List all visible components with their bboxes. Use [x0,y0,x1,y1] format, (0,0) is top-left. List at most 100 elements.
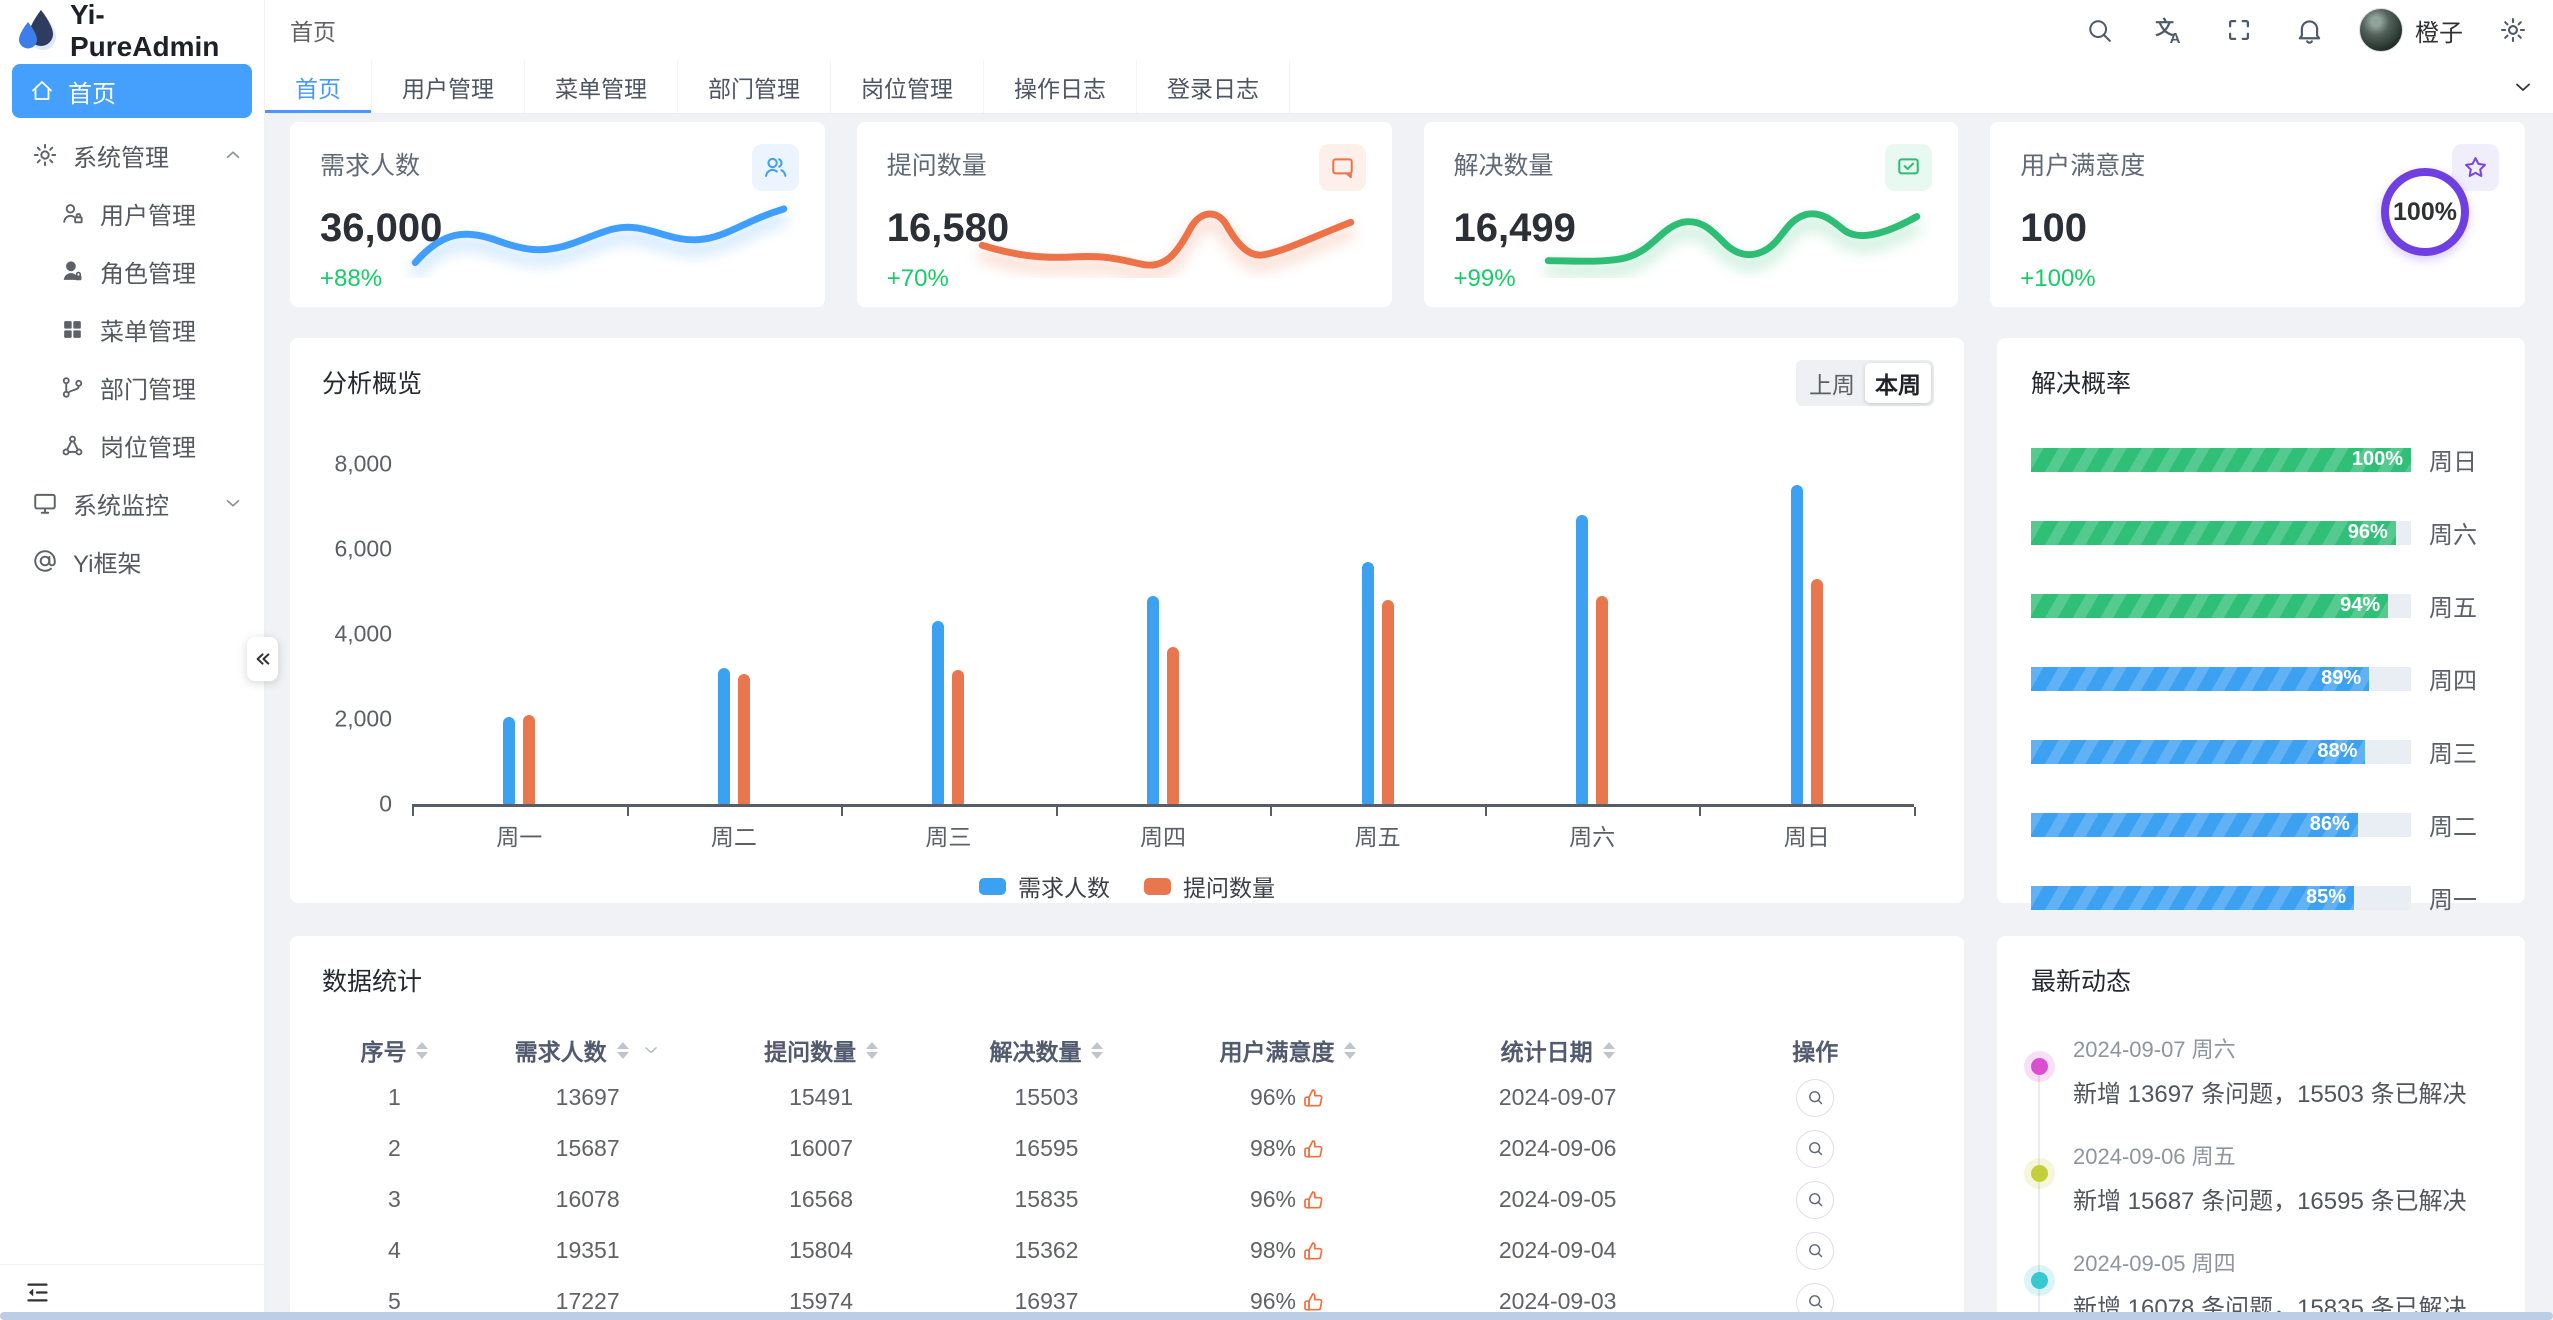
settings-gear-icon[interactable] [2493,10,2533,50]
sidebar-group-monitor[interactable]: 系统监控 [0,474,264,532]
sidebar-item-label: 岗位管理 [100,434,196,462]
x-axis-tick [1484,807,1487,816]
satisfaction-ring: 100% [2381,168,2469,256]
logo[interactable]: Yi-PureAdmin [0,0,264,62]
sidebar-subitem[interactable]: 岗位管理 [0,416,264,474]
filter-chevron-icon[interactable] [641,1040,661,1060]
timeline-title: 最新动态 [2031,968,2132,996]
timeline-text: 新增 15687 条问题，16595 条已解决 [2073,1188,2467,1215]
x-axis-tick [1914,807,1916,816]
tab-menu-chevron-icon[interactable] [2493,60,2553,113]
sidebar-collapse-pill[interactable] [247,637,278,681]
search-icon[interactable] [2079,10,2119,50]
timeline: 2024-09-07 周六 新增 13697 条问题，15503 条已解决 2024… [2031,1032,2491,1320]
fullscreen-icon[interactable] [2219,10,2259,50]
legend-swatch [1144,877,1171,895]
chart-bar [503,716,516,804]
bar-chart-plot: 0 2,000 4,000 6,000 8,000 周一 周二 周三 周四 周五 周六 周日 [334,451,1916,850]
chart-bar [1381,600,1394,804]
chart-bar [1810,578,1823,804]
solve-row: 89% 周四 [2031,661,2491,696]
table-cell: 15503 [1014,1084,1079,1110]
chart-title: 分析概览 [322,370,423,398]
at-icon [32,548,58,574]
week-toggle-button[interactable]: 上周 [1809,372,1855,398]
users-icon [762,154,789,181]
progress-track: 86% [2031,812,2411,837]
thumb-icon [1302,1188,1326,1212]
tab-item[interactable]: 用户管理 [372,60,525,113]
table-header-cell[interactable]: 解决数量 [934,1033,1159,1067]
table-cell-date: 2024-09-07 [1498,1084,1617,1110]
progress-fill: 94% [2031,593,2389,618]
sort-caret-icon[interactable] [1602,1041,1615,1059]
progress-percent: 94% [2340,594,2381,616]
table-cell-actions [1699,1231,1932,1270]
sidebar-subitem[interactable]: 用户管理 [0,184,264,242]
bar-group [1361,464,1394,804]
sidebar-group-gear[interactable]: 系统管理 [0,126,264,184]
table-cell: 15687 [555,1135,620,1161]
sidebar-group-at[interactable]: Yi框架 [0,532,264,590]
sort-caret-icon[interactable] [616,1041,629,1059]
sidebar-subitem[interactable]: 菜单管理 [0,300,264,358]
progress-fill: 86% [2031,812,2358,837]
sort-caret-icon[interactable] [866,1041,879,1059]
table-header-cell[interactable]: 提问数量 [708,1033,933,1067]
tab-item[interactable]: 岗位管理 [831,60,984,113]
tab-item[interactable]: 首页 [265,60,372,113]
row-view-button[interactable] [1796,1078,1835,1117]
legend-label: 提问数量 [1183,875,1275,901]
notification-bell-icon[interactable] [2289,10,2329,50]
table-cell: 15804 [789,1237,854,1263]
table-header-cell[interactable]: 用户满意度 [1159,1033,1417,1067]
row-view-button[interactable] [1796,1231,1835,1270]
sort-caret-icon[interactable] [1091,1041,1104,1059]
table-header-cell[interactable]: 需求人数 [467,1033,709,1067]
table-header-cell[interactable]: 序号 [322,1033,467,1067]
progress-percent: 96% [2347,521,2388,543]
timeline-date: 2024-09-05 周四 [2073,1251,2236,1276]
tab-item[interactable]: 菜单管理 [525,60,678,113]
sort-caret-icon[interactable] [1344,1041,1357,1059]
table-cell: 13697 [555,1084,620,1110]
grid-icon [60,317,85,342]
week-toggle-button[interactable]: 本周 [1865,363,1931,403]
table-cell-actions [1699,1180,1932,1219]
x-axis-tick [412,807,414,816]
chart-bar [932,621,945,804]
legend-item[interactable]: 需求人数 [979,869,1110,903]
data-table: 序号 需求人数 提问数量 解决数量 用户满意度 统计日期 操作 1 13697 15491 1550… [322,1028,1932,1320]
user-menu[interactable]: 橙子 [2359,8,2463,52]
tab-item[interactable]: 操作日志 [984,60,1137,113]
bar-group [1576,464,1609,804]
person-icon [60,259,85,284]
solve-row: 100% 周日 [2031,442,2491,477]
thumb-icon [1302,1239,1326,1263]
stat-card-icon-box [751,144,799,191]
progress-percent: 89% [2321,667,2362,689]
timeline-item: 2024-09-07 周六 新增 13697 条问题，15503 条已解决 [2031,1032,2491,1109]
magnifier-icon [1806,1139,1825,1158]
sort-caret-icon[interactable] [416,1041,429,1059]
sidebar-subitem[interactable]: 部门管理 [0,358,264,416]
row-view-button[interactable] [1796,1180,1835,1219]
row-view-button[interactable] [1796,1129,1835,1168]
table-header-cell[interactable]: 统计日期 [1417,1033,1699,1067]
chart-bar [1790,485,1803,804]
user-lock-icon [60,201,85,226]
table-row: 2 15687 16007 16595 98% 2024-09-06 [322,1123,1932,1174]
tab-item[interactable]: 部门管理 [678,60,831,113]
sidebar-subitem[interactable]: 角色管理 [0,242,264,300]
sparkline [402,182,797,283]
legend-item[interactable]: 提问数量 [1144,869,1275,903]
legend-label: 需求人数 [1018,875,1110,901]
tab-item[interactable]: 登录日志 [1137,60,1290,113]
sidebar-item-home[interactable]: 首页 [12,64,252,118]
progress-percent: 85% [2305,886,2346,908]
horizontal-scrollbar[interactable] [0,1312,2553,1320]
stat-card-value: 100 [2020,206,2087,250]
sidebar-collapse-toggle[interactable] [0,1264,264,1320]
timeline-dot [2031,1058,2048,1075]
